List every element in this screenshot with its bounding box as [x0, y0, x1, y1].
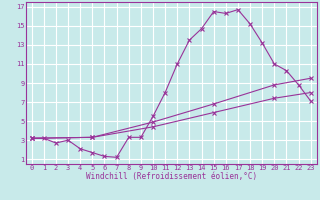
X-axis label: Windchill (Refroidissement éolien,°C): Windchill (Refroidissement éolien,°C): [86, 172, 257, 181]
